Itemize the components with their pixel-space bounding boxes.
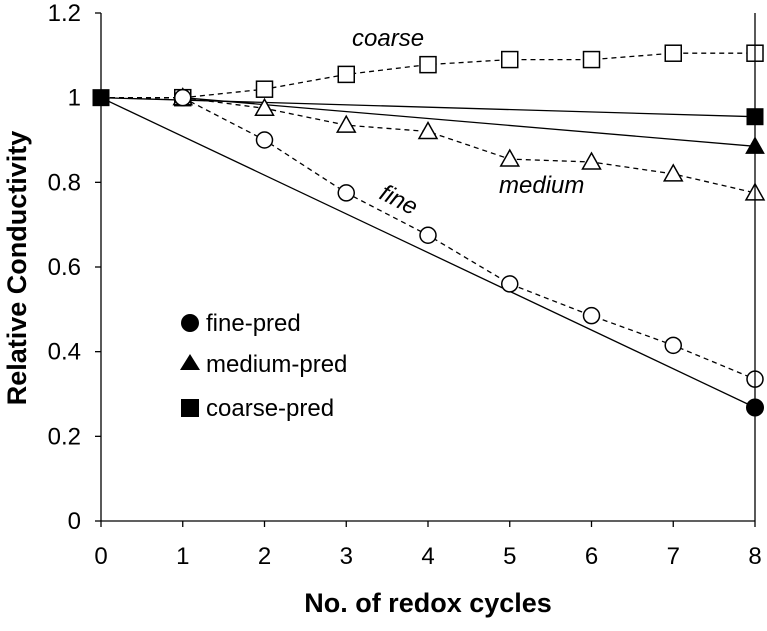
data-point-fine bbox=[501, 275, 519, 293]
legend-entry-coarse-pred: coarse-pred bbox=[181, 395, 334, 422]
series-line-medium-pred bbox=[182, 97, 756, 147]
y-tick-label: 1 bbox=[68, 85, 81, 112]
x-tick-label: 8 bbox=[748, 543, 761, 570]
series-markers bbox=[92, 44, 766, 417]
data-point-coarse bbox=[501, 50, 519, 69]
data-point-medium bbox=[254, 97, 275, 116]
axes: 0 0.2 0.4 0.6 0.8 1 1.2 0 1 2 3 4 5 6 7 8 bbox=[48, 0, 762, 570]
data-point-medium bbox=[499, 148, 521, 167]
x-tick-label: 1 bbox=[176, 543, 189, 570]
series-label-coarse: coarse bbox=[352, 25, 424, 52]
y-tick-label: 0.6 bbox=[48, 254, 81, 281]
data-point-medium bbox=[417, 121, 439, 140]
x-tick-label: 5 bbox=[503, 543, 516, 570]
legend-label-medium-pred: medium-pred bbox=[206, 351, 347, 378]
legend-marker-filled-square bbox=[181, 399, 199, 417]
legend-entry-fine-pred: fine-pred bbox=[181, 310, 301, 337]
data-point-coarse bbox=[255, 80, 274, 98]
series-line-fine-pred bbox=[100, 97, 756, 409]
legend-label-coarse-pred: coarse-pred bbox=[206, 395, 334, 422]
legend-entry-medium-pred: medium-pred bbox=[180, 351, 347, 378]
y-tick-label: 0 bbox=[68, 508, 81, 535]
y-tick-label: 0.8 bbox=[48, 169, 81, 196]
series-line-coarse-pred bbox=[100, 97, 756, 118]
data-point-coarse bbox=[582, 50, 601, 69]
data-point-coarse bbox=[419, 55, 437, 74]
y-tick-label: 0.2 bbox=[48, 423, 81, 450]
y-tick-label: 0.4 bbox=[48, 339, 81, 366]
legend-label-fine-pred: fine-pred bbox=[206, 310, 301, 337]
legend-marker-filled-circle bbox=[181, 314, 199, 332]
series-label-medium: medium bbox=[499, 172, 584, 199]
series-line-coarse bbox=[101, 52, 755, 99]
data-point-medium bbox=[581, 151, 602, 170]
x-tick-label: 2 bbox=[258, 543, 271, 570]
x-tick-label: 3 bbox=[340, 543, 353, 570]
data-point-coarse bbox=[664, 44, 682, 62]
data-point-medium bbox=[662, 163, 684, 182]
data-point-fine bbox=[582, 306, 601, 325]
x-tick-label: 4 bbox=[421, 543, 434, 570]
data-point-fine bbox=[255, 131, 274, 149]
data-point-fine bbox=[419, 226, 437, 244]
x-tick-label: 7 bbox=[667, 543, 680, 570]
x-axis-title: No. of redox cycles bbox=[304, 588, 552, 618]
data-point-medium bbox=[335, 114, 357, 133]
x-tick-label: 0 bbox=[94, 543, 107, 570]
legend: fine-pred medium-pred coarse-pred bbox=[180, 310, 347, 422]
data-point-coarse bbox=[337, 65, 355, 84]
y-tick-label: 1.2 bbox=[48, 0, 81, 27]
data-point-fine bbox=[174, 88, 192, 107]
legend-marker-filled-triangle bbox=[180, 354, 200, 370]
x-tick-label: 6 bbox=[585, 543, 598, 570]
data-point-fine bbox=[337, 184, 355, 202]
y-axis-title: Relative Conductivity bbox=[2, 131, 32, 406]
series-lines bbox=[100, 52, 756, 409]
data-point-fine bbox=[664, 336, 682, 355]
